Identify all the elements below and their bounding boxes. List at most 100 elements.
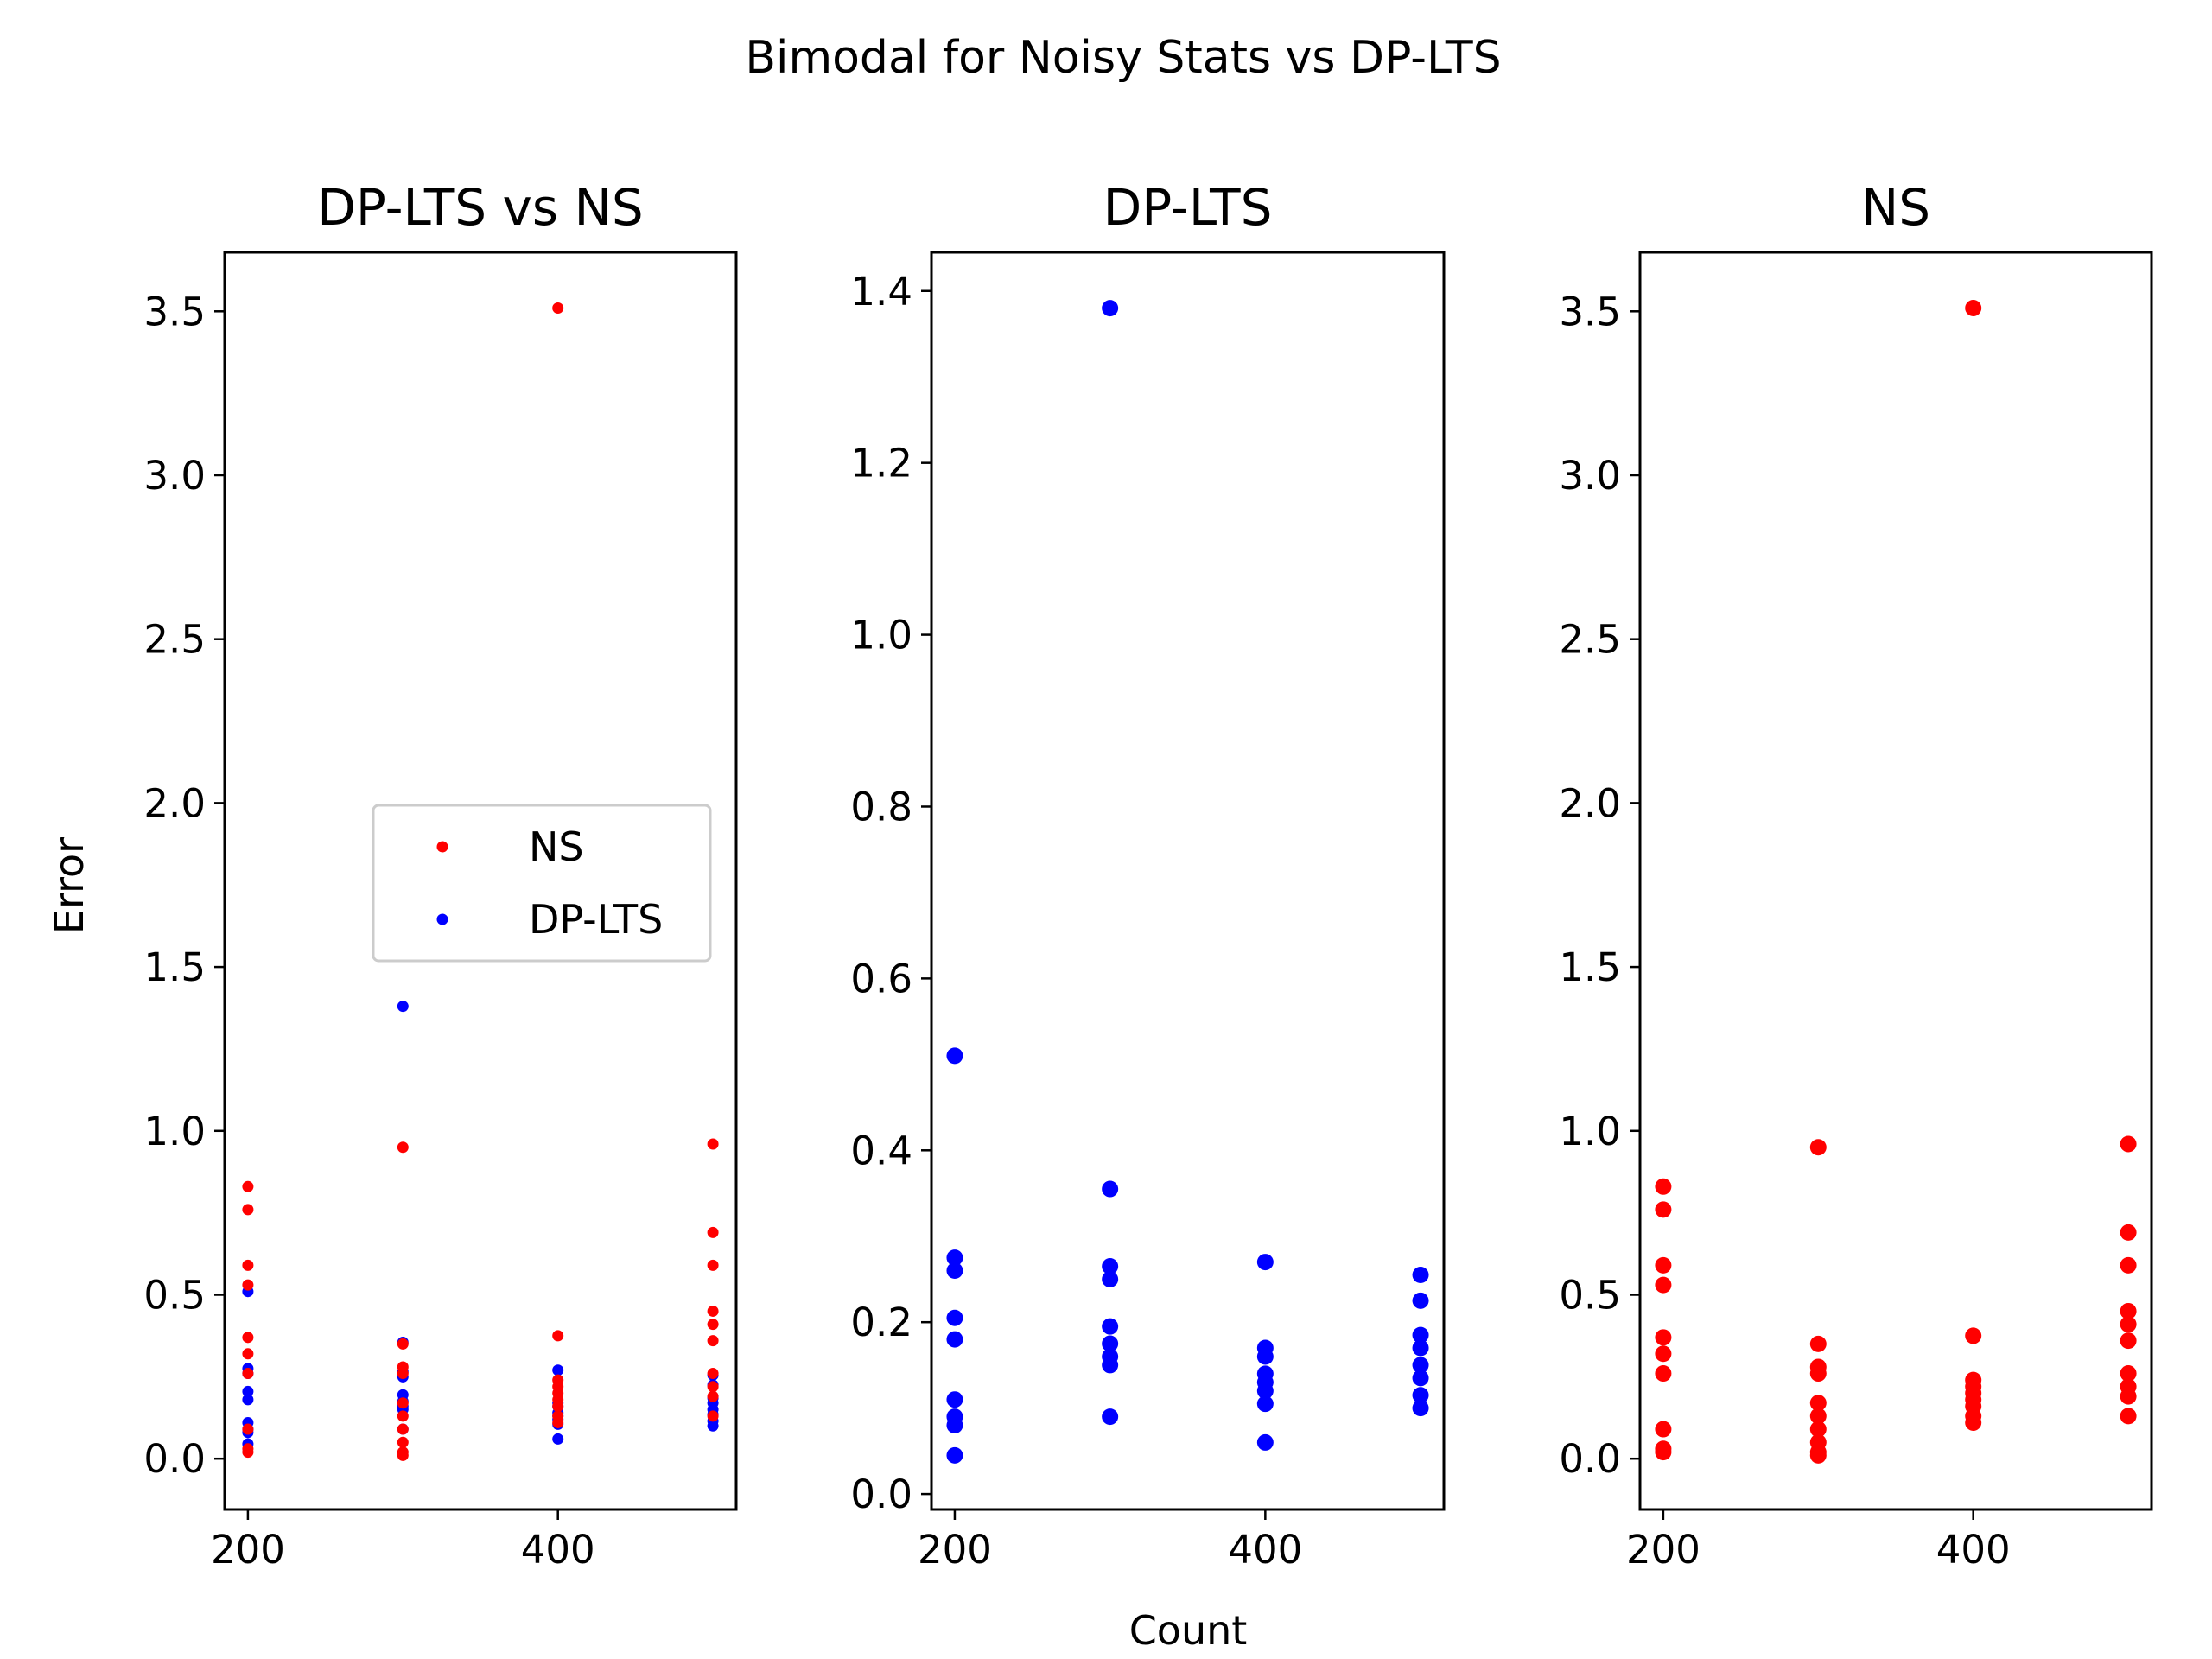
data-point: [2120, 1135, 2137, 1153]
legend: NS DP-LTS: [372, 804, 712, 963]
data-point: [397, 1397, 409, 1409]
data-point: [1256, 1395, 1274, 1413]
y-tick-label: 0.4: [850, 1128, 912, 1173]
series-ns: [1655, 299, 2137, 1464]
y-tick-label: 1.0: [850, 613, 912, 658]
data-point: [552, 1416, 564, 1428]
data-point: [242, 1180, 254, 1192]
data-point: [1412, 1292, 1429, 1309]
subplot-title: NS: [1861, 178, 1930, 237]
data-point: [397, 1141, 409, 1154]
data-point: [397, 1410, 409, 1422]
data-point: [2120, 1316, 2137, 1333]
y-tick-label: 3.5: [143, 289, 206, 334]
data-point: [2120, 1302, 2137, 1319]
data-point: [1809, 1446, 1827, 1464]
data-point: [1809, 1408, 1827, 1425]
data-point: [242, 1394, 254, 1406]
y-tick-label: 1.2: [850, 441, 912, 486]
data-point: [1412, 1266, 1429, 1283]
data-point: [1412, 1400, 1429, 1417]
figure-suptitle: Bimodal for Noisy Stats vs DP-LTS: [745, 32, 1501, 84]
data-point: [1102, 1270, 1119, 1287]
y-tick-label: 1.5: [143, 944, 206, 990]
y-tick-label: 2.5: [1559, 617, 1621, 663]
data-point: [946, 1391, 963, 1408]
data-point: [707, 1410, 719, 1422]
data-point: [1102, 1408, 1119, 1426]
data-point: [707, 1390, 719, 1402]
data-point: [1256, 1433, 1274, 1451]
y-axis-label: Error: [46, 837, 92, 934]
y-tick-label: 1.4: [850, 269, 912, 315]
data-point: [1809, 1139, 1827, 1156]
x-tick-label: 400: [1936, 1527, 2011, 1573]
data-point: [707, 1368, 719, 1380]
data-point: [946, 1446, 963, 1464]
legend-box: [372, 804, 712, 963]
y-tick-label: 3.0: [143, 453, 206, 499]
data-point: [1102, 1357, 1119, 1374]
data-point: [242, 1279, 254, 1291]
data-point: [707, 1138, 719, 1150]
data-point: [552, 302, 564, 314]
data-point: [1102, 1258, 1119, 1275]
data-point: [946, 1262, 963, 1280]
data-point: [946, 1309, 963, 1326]
axes-frame: [223, 251, 738, 1511]
data-point: [397, 1449, 409, 1461]
data-point: [1809, 1335, 1827, 1352]
y-tick-label: 1.5: [1559, 944, 1621, 990]
x-tick-label: 400: [1228, 1527, 1302, 1573]
subplot-title: DP-LTS vs NS: [317, 178, 643, 237]
data-point: [242, 1204, 254, 1216]
y-tick-label: 2.0: [1559, 780, 1621, 826]
subplot-1: DP-LTS vs NS 0.0 0.5 1.0 1.5 2.0 2.5 3.0 3.5 200 4…: [143, 178, 738, 1573]
data-point: [1655, 1444, 1672, 1461]
data-point: [2120, 1256, 2137, 1274]
legend-marker: [436, 841, 448, 853]
data-point: [397, 1338, 409, 1350]
data-point: [946, 1249, 963, 1267]
data-point: [1102, 1335, 1119, 1352]
data-point: [707, 1381, 719, 1393]
y-tick-label: 3.5: [1559, 289, 1621, 334]
data-point: [552, 1433, 564, 1445]
series-ns: [242, 302, 719, 1461]
legend-label: DP-LTS: [529, 896, 663, 943]
data-point: [1256, 1382, 1274, 1400]
data-point: [1655, 1256, 1672, 1274]
y-tick-label: 0.8: [850, 784, 912, 830]
data-point: [1412, 1326, 1429, 1344]
data-point: [1655, 1201, 1672, 1218]
data-point: [707, 1319, 719, 1331]
data-point: [707, 1259, 719, 1271]
y-tick-label: 0.2: [850, 1300, 912, 1345]
y-tick-label: 1.0: [143, 1109, 206, 1154]
data-point: [242, 1368, 254, 1380]
y-tick-label: 0.0: [850, 1471, 912, 1517]
x-tick-label: 200: [1626, 1527, 1700, 1573]
y-tick-label: 0.5: [1559, 1272, 1621, 1318]
data-point: [552, 1364, 564, 1376]
data-point: [242, 1348, 254, 1360]
data-point: [1256, 1348, 1274, 1365]
data-point: [552, 1330, 564, 1342]
subplot-3: NS 0.0 0.5 1.0 1.5 2.0 2.5 3.0 3.5 200 400: [1559, 178, 2153, 1573]
y-tick-label: 0.5: [143, 1272, 206, 1318]
data-point: [242, 1259, 254, 1271]
data-point: [397, 1423, 409, 1435]
y-tick-label: 1.0: [1559, 1109, 1621, 1154]
legend-label: NS: [529, 823, 584, 870]
x-tick-label: 200: [211, 1527, 285, 1573]
data-point: [1412, 1370, 1429, 1387]
data-point: [397, 1368, 409, 1380]
data-point: [1965, 1327, 1982, 1344]
x-tick-label: 200: [918, 1527, 992, 1573]
data-point: [1102, 1180, 1119, 1198]
data-point: [1102, 300, 1119, 317]
y-tick-label: 0.0: [143, 1436, 206, 1482]
legend-marker: [436, 913, 448, 925]
